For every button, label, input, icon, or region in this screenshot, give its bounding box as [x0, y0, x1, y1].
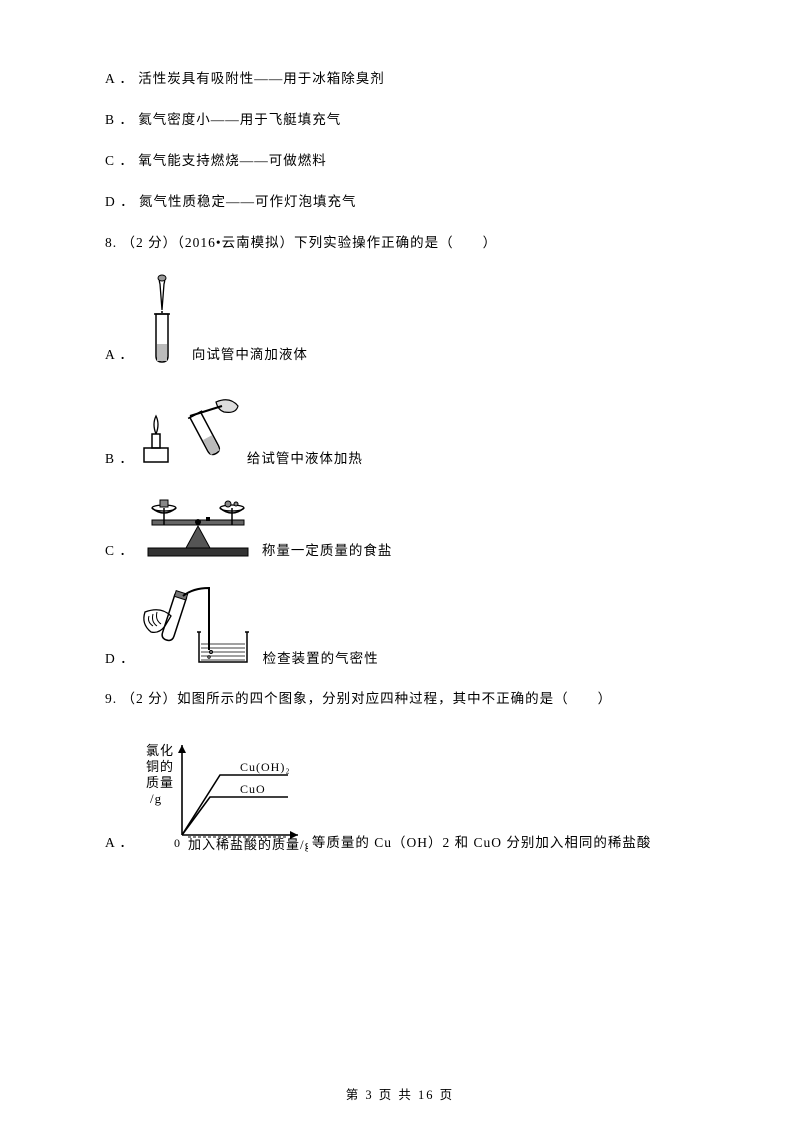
- q8-c-image: [138, 490, 258, 560]
- q7-option-c: C ． 氧气能支持燃烧——可做燃料: [105, 152, 695, 171]
- q9-a-chart: 氯化 铜的 质量 /g 0 加入稀盐酸的质量/g Cu(OH)₂ CuO: [138, 731, 308, 853]
- q7-option-d: D ． 氮气性质稳定——可作灯泡填充气: [105, 193, 695, 212]
- q9-a-text: 等质量的 Cu（OH）2 和 CuO 分别加入相同的稀盐酸: [312, 834, 652, 853]
- line-chart-icon: 氯化 铜的 质量 /g 0 加入稀盐酸的质量/g Cu(OH)₂ CuO: [138, 731, 308, 853]
- chart-ylabel-3: 质量: [146, 775, 174, 790]
- q7-option-b: B ． 氦气密度小——用于飞艇填充气: [105, 111, 695, 130]
- dropper-tube-icon: [138, 274, 188, 364]
- chart-ylabel-4: /g: [150, 791, 162, 806]
- q8-option-d: D ．: [105, 582, 695, 668]
- q8-d-image: [139, 582, 259, 668]
- chart-series1-label: Cu(OH)₂: [240, 760, 291, 774]
- q9-option-a: A ． 氯化 铜的 质量 /g 0 加入稀盐酸的质量/g Cu(O: [105, 731, 695, 853]
- q8-b-image: [138, 386, 243, 468]
- q8-b-label: B ．: [105, 450, 134, 469]
- chart-ylabel-1: 氯化: [146, 743, 174, 758]
- q9-stem: 9. （2 分）如图所示的四个图象，分别对应四种过程，其中不正确的是（ ）: [105, 690, 695, 709]
- page-container: A ． 活性炭具有吸附性——用于冰箱除臭剂 B ． 氦气密度小——用于飞艇填充气…: [0, 0, 800, 1132]
- q8-a-image: [138, 274, 188, 364]
- page-footer: 第 3 页 共 16 页: [0, 1087, 800, 1105]
- q9-a-label: A ．: [105, 834, 134, 853]
- balance-scale-icon: [138, 490, 258, 560]
- chart-xlabel: 加入稀盐酸的质量/g: [188, 837, 308, 852]
- q8-b-text: 给试管中液体加热: [247, 450, 363, 469]
- q8-c-text: 称量一定质量的食盐: [262, 542, 393, 561]
- q8-a-label: A ．: [105, 346, 134, 365]
- q8-a-text: 向试管中滴加液体: [192, 346, 308, 365]
- q8-stem: 8. （2 分）（2016•云南模拟）下列实验操作正确的是（ ）: [105, 234, 695, 253]
- chart-ylabel-2: 铜的: [146, 759, 174, 774]
- q8-d-text: 检查装置的气密性: [263, 650, 379, 669]
- chart-series2-label: CuO: [240, 782, 266, 796]
- chart-origin: 0: [174, 836, 181, 850]
- heating-tube-icon: [138, 386, 243, 468]
- q8-d-label: D ．: [105, 650, 135, 669]
- q8-c-label: C ．: [105, 542, 134, 561]
- q7-option-a: A ． 活性炭具有吸附性——用于冰箱除臭剂: [105, 70, 695, 89]
- q8-option-b: B ． 给试管中液体加热: [105, 386, 695, 468]
- airtightness-check-icon: [139, 582, 259, 668]
- q8-option-c: C ．: [105, 490, 695, 560]
- q8-option-a: A ． 向试管中滴加液体: [105, 274, 695, 364]
